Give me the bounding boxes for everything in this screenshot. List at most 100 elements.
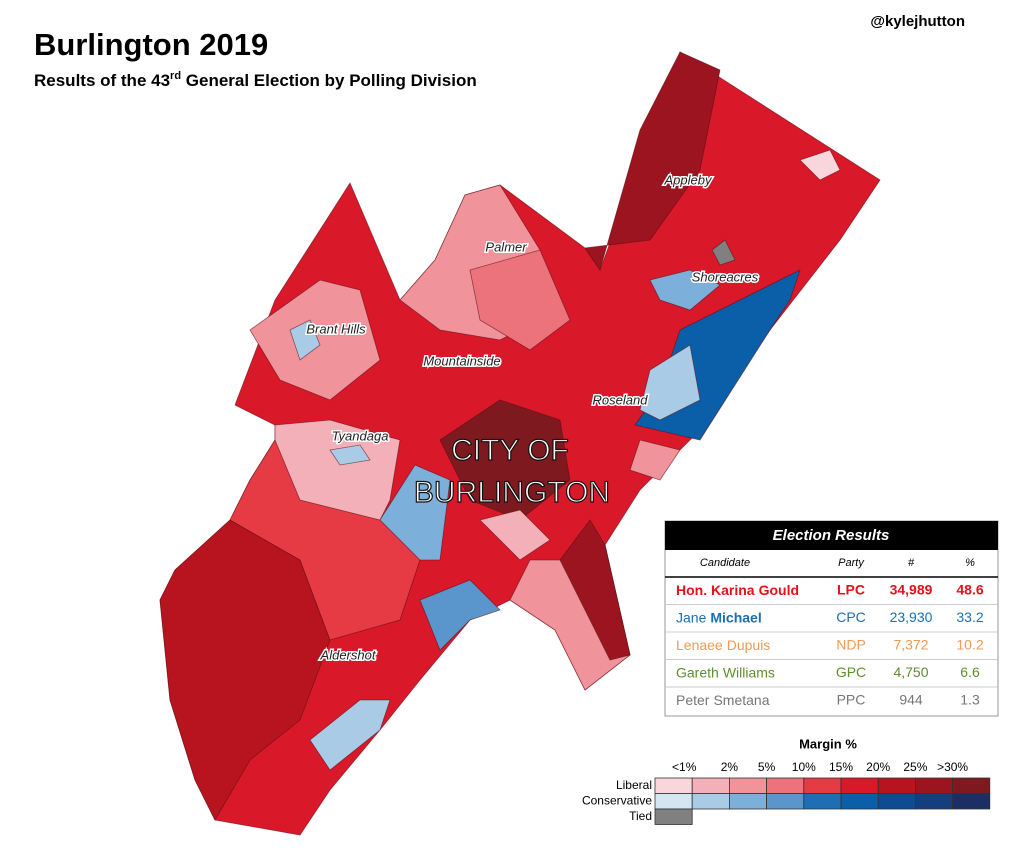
candidate: Jane Michael <box>676 609 762 625</box>
percent: 10.2 <box>956 636 983 652</box>
legend-swatch <box>803 777 842 794</box>
candidate-given: Gareth <box>676 664 719 680</box>
legend-swatch <box>952 793 991 810</box>
party: PPC <box>837 691 866 707</box>
percent: 48.6 <box>956 581 983 597</box>
legend-swatch <box>915 793 954 810</box>
candidate-surname: Michael <box>710 609 761 625</box>
votes: 7,372 <box>893 636 928 652</box>
place-labels: Appleby Palmer Shoreacres Brant Hills Mounta… <box>305 171 760 664</box>
credit: @kylejhutton <box>870 13 965 30</box>
candidate: Peter Smetana <box>676 691 770 707</box>
percent: 1.3 <box>960 691 980 707</box>
subtitle-part: General Election by Polling Division <box>181 71 477 90</box>
map-area <box>629 439 681 481</box>
place-label: Brant Hills <box>306 321 366 336</box>
map-area <box>379 464 451 561</box>
legend-threshold: 5% <box>758 760 776 774</box>
candidate-given: Jane <box>676 609 707 625</box>
map-area <box>639 344 701 421</box>
candidate: Hon. Karina Gould <box>676 581 799 597</box>
map-area <box>289 319 321 361</box>
city-label: BURLINGTON <box>414 476 610 509</box>
legend-swatch <box>840 777 879 794</box>
map-area <box>329 444 371 466</box>
percent: 33.2 <box>956 609 983 625</box>
subtitle: Results of the 43rd General Election by … <box>34 70 477 91</box>
legend-swatch <box>729 777 768 794</box>
legend-row-label: Tied <box>629 809 652 823</box>
place-label: Roseland <box>593 392 649 407</box>
party: LPC <box>837 581 865 597</box>
map-area <box>799 149 841 181</box>
legend-swatch <box>840 793 879 810</box>
candidate-surname: Dupuis <box>727 636 771 652</box>
legend-swatch <box>654 793 693 810</box>
map-area <box>559 519 631 661</box>
legend-threshold: 2% <box>721 760 739 774</box>
legend-swatch <box>877 793 916 810</box>
legend-title: Margin % <box>799 736 857 751</box>
votes: 944 <box>899 691 923 707</box>
legend-swatch <box>803 793 842 810</box>
table-header <box>665 521 998 550</box>
legend-row-label: Liberal <box>616 778 652 792</box>
map-area <box>649 269 721 311</box>
legend-threshold: <1% <box>672 760 697 774</box>
city-label: CITY OF <box>451 434 569 467</box>
legend-swatch <box>766 793 805 810</box>
legend-threshold: 25% <box>903 760 927 774</box>
place-label: Tyandaga <box>332 428 389 443</box>
candidate: Gareth Williams <box>676 664 775 680</box>
candidate-surname: Smetana <box>713 691 769 707</box>
map-area <box>479 509 551 561</box>
candidate-surname: Williams <box>723 664 775 680</box>
title: Burlington 2019 <box>34 27 268 62</box>
legend-swatch <box>654 808 693 825</box>
candidate-given: Hon. Karina <box>676 581 755 597</box>
percent: 6.6 <box>960 664 980 680</box>
column-header: % <box>965 557 975 569</box>
map-area <box>309 699 391 771</box>
legend-swatch <box>691 793 730 810</box>
legend-swatch <box>766 777 805 794</box>
map-area <box>274 419 401 521</box>
party: GPC <box>836 664 866 680</box>
place-label: Palmer <box>485 239 527 254</box>
map-area <box>469 249 571 351</box>
results-table: Election Results Candidate Party # % Hon. Ka… <box>664 520 999 717</box>
place-label: Mountainside <box>423 353 500 368</box>
legend-row-label: Conservative <box>582 793 652 807</box>
legend-swatch <box>915 777 954 794</box>
map-area <box>159 519 331 821</box>
legend-threshold: 10% <box>792 760 816 774</box>
subtitle-superscript: rd <box>170 70 181 82</box>
party: CPC <box>836 609 866 625</box>
candidate: Lenaee Dupuis <box>676 636 770 652</box>
map <box>159 51 881 836</box>
legend-swatch <box>654 777 693 794</box>
candidate-given: Peter <box>676 691 710 707</box>
votes: 4,750 <box>893 664 928 680</box>
legend-swatch <box>729 793 768 810</box>
candidate-given: Lenaee <box>676 636 723 652</box>
legend-threshold: 15% <box>829 760 853 774</box>
legend: Margin % <1% 2% 5% 10% 15% 20% 25% >30% LiberalC… <box>582 736 991 825</box>
place-label: Shoreacres <box>692 269 759 284</box>
votes: 23,930 <box>890 609 933 625</box>
column-header: # <box>908 557 915 569</box>
legend-swatch <box>877 777 916 794</box>
map-area <box>419 579 501 651</box>
table-frame <box>664 520 999 717</box>
legend-swatch <box>952 777 991 794</box>
subtitle-part: Results of the 43 <box>34 71 170 90</box>
legend-swatch <box>691 777 730 794</box>
map-area <box>584 51 721 271</box>
candidate-surname: Gould <box>759 581 799 597</box>
map-area <box>711 239 736 266</box>
place-label: Appleby <box>664 172 713 187</box>
column-header: Candidate <box>700 557 750 569</box>
map-area <box>439 399 571 521</box>
legend-threshold: >30% <box>937 760 968 774</box>
